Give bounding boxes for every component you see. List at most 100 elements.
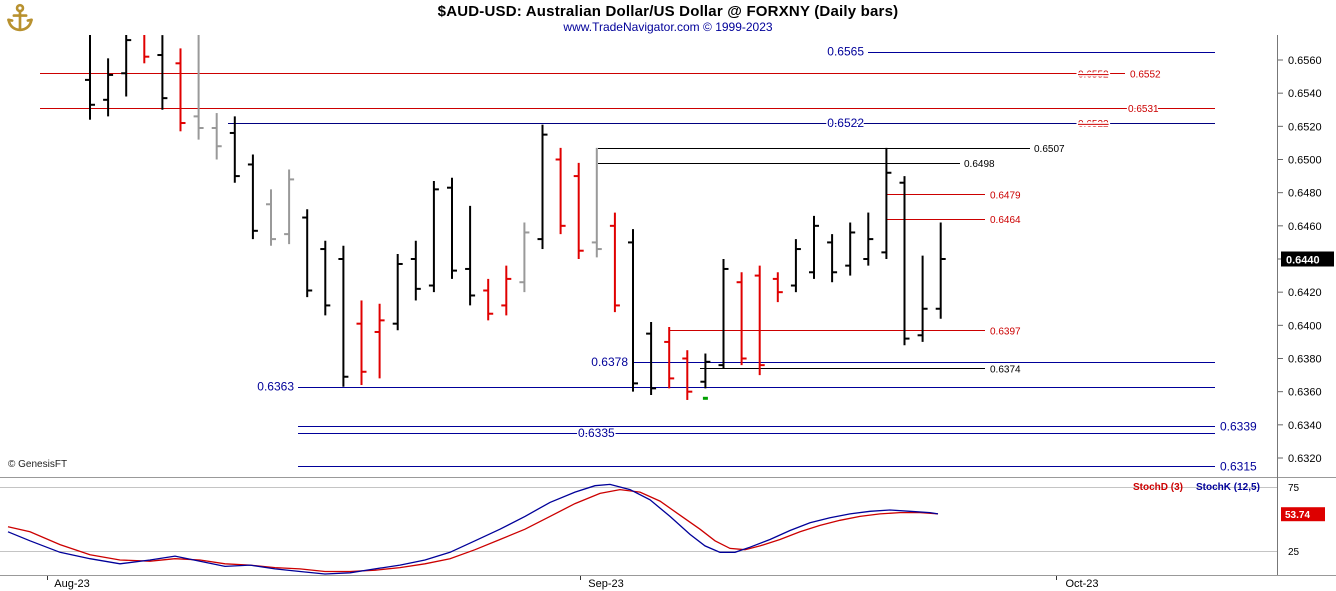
stoch-axis-label: 25: [1288, 547, 1300, 558]
ohlc-bar: [266, 189, 276, 246]
ohlc-bar: [609, 212, 620, 313]
signal-marker: [702, 396, 708, 400]
ohlc-bar: [320, 240, 331, 316]
price-tick-label: 0.6460: [1288, 221, 1322, 233]
ohlc-bar: [175, 48, 186, 132]
price-chart-panel[interactable]: 0.6565 0.6552 0.6552 0.6531 0.6522 0.6522 0.65…: [0, 35, 1336, 477]
price-tick-label: 0.6540: [1288, 88, 1322, 100]
price-tick-label: 0.6500: [1288, 154, 1322, 166]
ohlc-bar: [193, 35, 204, 140]
ohlc-bar: [410, 240, 421, 301]
ohlc-bar: [229, 116, 240, 183]
price-level-label: 0.6522: [827, 116, 864, 130]
ohlc-bar: [465, 205, 476, 306]
price-level-label: 0.6464: [990, 215, 1021, 226]
ohlc-bar: [121, 35, 132, 97]
price-level-label: 0.6378: [591, 355, 628, 369]
ohlc-bar: [284, 169, 295, 245]
price-axis-divider: [1277, 35, 1278, 575]
price-tick-label: 0.6340: [1288, 420, 1322, 432]
ohlc-bar: [483, 278, 494, 321]
ohlc-bar: [827, 234, 838, 283]
price-tick-label: 0.6400: [1288, 320, 1322, 332]
price-tick-label: 0.6420: [1288, 287, 1322, 299]
month-tick: [47, 576, 48, 580]
last-price-badge: [1281, 251, 1334, 267]
axis-divider: [0, 575, 1336, 576]
price-tick-label: 0.6360: [1288, 387, 1322, 399]
date-axis[interactable]: Aug-23 Sep-23 Oct-23: [0, 576, 1336, 591]
price-level-label: 0.6507: [1034, 144, 1065, 155]
ohlc-bar: [501, 265, 512, 316]
ohlc-bar: [103, 58, 114, 117]
ohlc-bar: [157, 35, 168, 110]
chart-header: $AUD-USD: Australian Dollar/US Dollar @ …: [0, 0, 1336, 35]
price-tick-label: 0.6380: [1288, 353, 1322, 365]
ohlc-bar: [772, 272, 783, 303]
ohlc-bar: [754, 265, 765, 376]
price-level-label: 0.6479: [990, 190, 1021, 201]
price-level-label: 0.6374: [990, 364, 1021, 375]
month-tick: [580, 576, 581, 580]
anchor-logo-icon[interactable]: [4, 2, 36, 34]
ohlc-bar: [863, 212, 874, 266]
month-label: Sep-23: [588, 578, 624, 590]
ohlc-bar: [917, 255, 928, 342]
price-tick-label: 0.6520: [1288, 121, 1322, 133]
price-level-label: 0.6397: [990, 326, 1021, 337]
ohlc-bar: [392, 254, 403, 331]
ohlc-bar: [591, 147, 602, 258]
stoch-k-line: [7, 483, 939, 575]
ohlc-bar: [211, 113, 222, 160]
ohlc-bar: [338, 245, 349, 387]
chart-title: $AUD-USD: Australian Dollar/US Dollar @ …: [437, 3, 899, 20]
panel-splitter[interactable]: [0, 477, 1336, 478]
ohlc-bar: [374, 303, 385, 379]
stochastic-panel[interactable]: 75 25 StochD (3) StochK (12,5) 53.74: [0, 478, 1336, 575]
month-label: Aug-23: [54, 578, 90, 590]
price-level-label: 0.6339: [1220, 419, 1257, 433]
stoch-d-line: [7, 488, 939, 573]
ohlc-bar: [537, 124, 548, 250]
chart-subtitle: www.TradeNavigator.com © 1999-2023: [563, 20, 773, 34]
ohlc-bar: [700, 353, 711, 389]
ohlc-bar: [845, 222, 856, 276]
ohlc-bar: [302, 209, 313, 298]
ohlc-bar: [356, 300, 367, 386]
ohlc-bar: [628, 229, 638, 392]
last-price-value: 0.6440: [1286, 254, 1320, 266]
ohlc-bar: [718, 258, 729, 369]
genesis-watermark: © GenesisFT: [8, 459, 68, 470]
ohlc-bar: [899, 176, 910, 346]
ohlc-bar: [555, 147, 566, 235]
ohlc-bar: [664, 326, 675, 389]
price-level-label: 0.6335: [578, 426, 615, 440]
stoch-axis-label: 75: [1288, 483, 1300, 494]
stoch-value-badge: [1281, 507, 1325, 522]
ohlc-bar: [809, 215, 819, 279]
price-level-label: 0.6531: [1128, 104, 1159, 115]
ohlc-bar: [428, 181, 439, 293]
stoch-value-text: 53.74: [1285, 510, 1310, 521]
ohlc-bar: [143, 35, 150, 64]
price-level-label: 0.6552: [1130, 69, 1161, 80]
ohlc-bar: [682, 350, 693, 400]
ohlc-bar: [447, 177, 457, 279]
price-level-label: 0.6552: [1078, 69, 1109, 80]
price-level-label: 0.6498: [964, 159, 995, 170]
stoch-legend-label: StochK (12,5): [1196, 482, 1260, 493]
ohlc-bar: [519, 222, 530, 293]
ohlc-bar: [247, 154, 258, 240]
price-tick-label: 0.6560: [1288, 55, 1322, 67]
price-tick-label: 0.6320: [1288, 453, 1322, 465]
price-level-label: 0.6565: [827, 45, 864, 59]
ohlc-bar: [736, 272, 747, 366]
ohlc-bar: [881, 147, 892, 259]
ohlc-bar: [573, 162, 584, 259]
month-tick: [1056, 576, 1057, 580]
price-level-label: 0.6522: [1078, 119, 1109, 130]
ohlc-bar: [646, 322, 657, 395]
price-level-label: 0.6315: [1220, 459, 1257, 473]
ohlc-bar: [935, 222, 946, 319]
